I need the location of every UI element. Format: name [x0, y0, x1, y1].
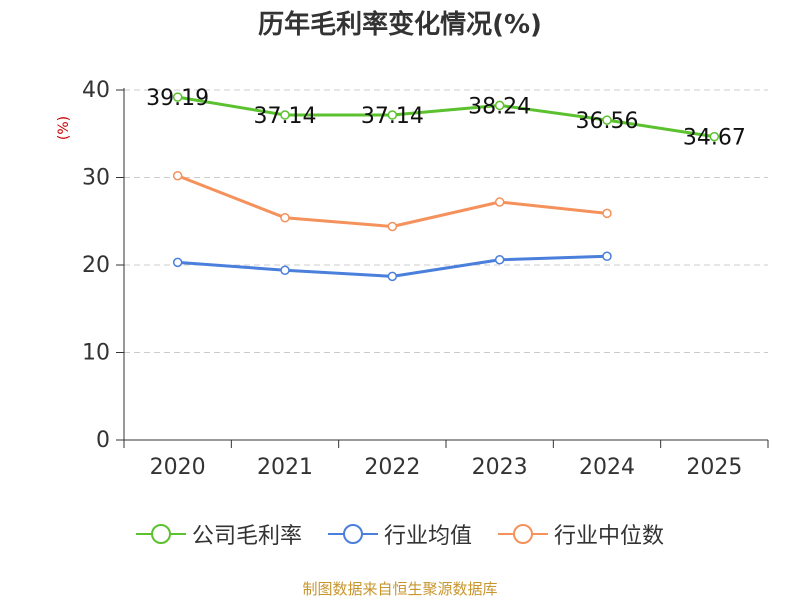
data-label: 38.24 [468, 94, 531, 119]
data-label: 34.67 [683, 126, 746, 151]
data-point [172, 257, 183, 268]
data-point [709, 131, 720, 142]
x-tick-label: 2025 [686, 455, 742, 480]
y-tick-label: 10 [82, 341, 110, 366]
data-point [172, 92, 183, 102]
data-point [280, 265, 290, 275]
data-point [280, 213, 290, 223]
x-tick-label: 2022 [364, 455, 420, 480]
data-label: 36.56 [576, 109, 639, 134]
legend-item-industry-mean[interactable]: 行业均值 [327, 518, 472, 550]
legend-marker-icon [135, 524, 186, 544]
x-tick-label: 2021 [257, 455, 313, 480]
y-axis-label: (%) [56, 116, 72, 140]
series-layer [172, 92, 720, 282]
x-tick-label: 2024 [579, 455, 635, 480]
y-tick-label: 0 [96, 428, 110, 453]
data-point [602, 208, 612, 219]
x-tick-label: 2023 [472, 455, 528, 480]
y-tick-label: 30 [82, 166, 110, 191]
legend-marker-icon [327, 524, 378, 544]
data-point [387, 271, 398, 282]
legend-item-company[interactable]: 公司毛利率 [135, 518, 302, 550]
data-point [172, 171, 183, 181]
source-note: 制图数据来自恒生聚源数据库 [302, 580, 498, 598]
grid-layer [124, 89, 768, 353]
legend-label: 公司毛利率 [191, 524, 302, 549]
data-label: 37.14 [361, 104, 424, 129]
series-line-2 [177, 174, 608, 228]
legend-label: 行业中位数 [554, 524, 665, 549]
data-point [602, 115, 612, 125]
legend-label: 行业均值 [383, 524, 472, 549]
x-tick-label: 2020 [150, 455, 206, 480]
legend-item-industry-median[interactable]: 行业中位数 [498, 518, 664, 550]
data-point [494, 100, 505, 111]
axis-layer: 0 10 20 30 40 2020 2021 2022 2023 2024 2025 (%) [56, 78, 769, 480]
y-tick-label: 20 [82, 253, 110, 278]
data-point [280, 110, 290, 120]
label-layer: 39.19 37.14 37.14 38.24 36.56 34.67 [146, 86, 746, 151]
legend: 公司毛利率 行业均值 行业中位数 [0, 518, 800, 550]
chart-title: 历年毛利率变化情况(%) [258, 10, 542, 40]
data-point [494, 197, 505, 207]
data-point [602, 251, 612, 261]
data-label: 37.14 [254, 104, 317, 129]
data-point [494, 255, 505, 265]
data-label: 39.19 [146, 86, 209, 111]
series-line-0 [177, 95, 715, 139]
y-tick-label: 40 [82, 78, 110, 103]
data-point [387, 221, 398, 232]
data-point [387, 110, 398, 120]
legend-marker-icon [498, 524, 548, 544]
